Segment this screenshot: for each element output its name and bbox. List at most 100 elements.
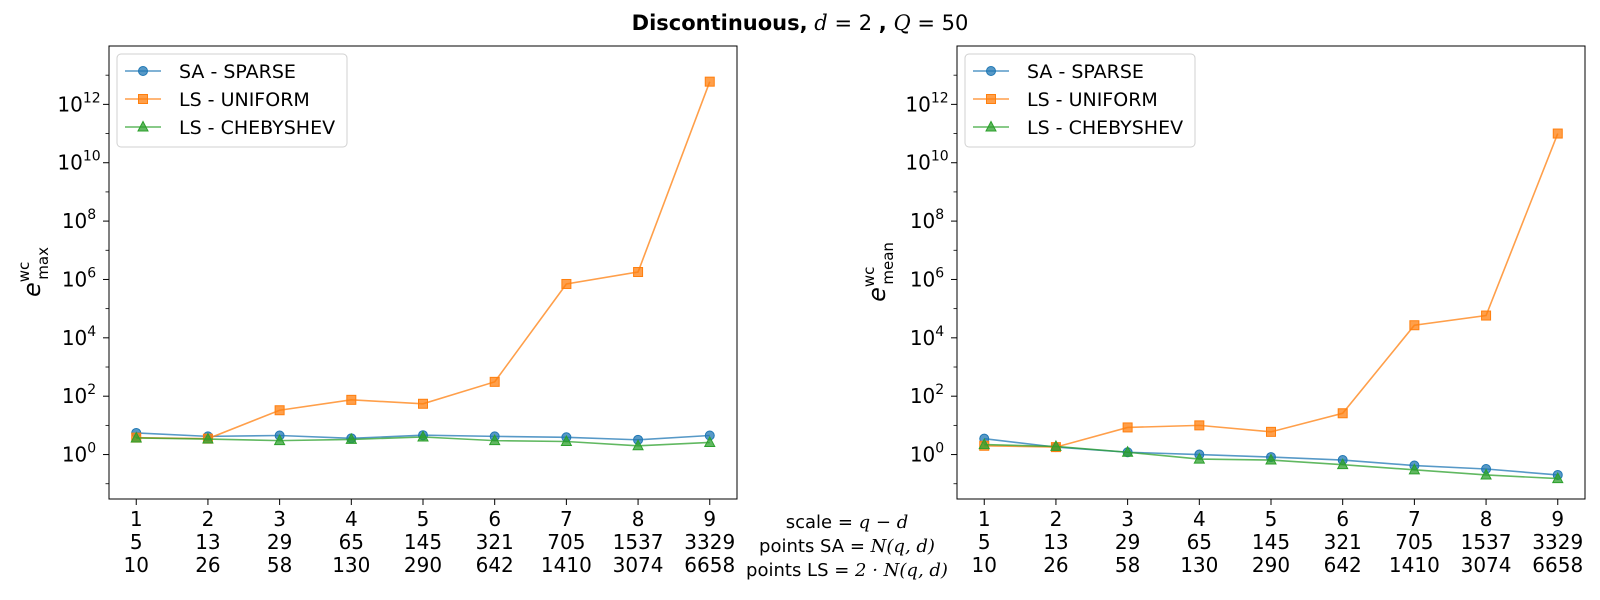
ytick-label: 102 [910,382,944,408]
data-point-square [1194,420,1205,431]
xtick-label: 10 [972,553,997,577]
xtick-label: 7 [560,507,573,531]
ytick-label: 104 [910,324,944,350]
label-points-sa: points SA = N(q, d) [759,536,935,557]
legend-marker-triangle [985,120,997,132]
panel-right-ylabel: ewcmean [860,242,897,302]
data-point-triangle [417,430,429,442]
xtick-label: 3074 [1461,553,1512,577]
legend-marker-circle [138,66,148,76]
xtick-label: 3329 [1532,530,1583,554]
panel-right-xticks: 1510213263295846513051452906321642770514… [972,499,1583,577]
data-point-triangle [273,434,286,446]
title-q-eq: = 50 [917,11,968,35]
ytick-label: 108 [62,207,96,233]
data-point-triangle [202,432,214,444]
legend-label: LS - CHEBYSHEV [179,117,335,139]
panel-left-ylabel: ewcmax [15,247,52,297]
data-point-square [346,394,357,405]
xtick-label: 3074 [613,553,664,577]
title-comma: , [879,11,887,35]
xaxis-explanation: scale = q − d points SA = N(q, d) points… [746,512,948,581]
xtick-label: 6658 [684,553,735,577]
xtick-label: 5 [978,530,991,554]
xtick-label: 1 [978,507,991,531]
xtick-label: 13 [1043,530,1068,554]
title-q-var: Q [893,11,910,35]
xtick-label: 65 [339,530,364,554]
title-d-var: d [814,11,827,35]
data-point-square [633,267,644,278]
xtick-label: 3 [1121,507,1134,531]
data-point-triangle [703,435,716,447]
ytick-label: 100 [910,441,944,467]
data-point-triangle [1265,453,1277,465]
data-point-square [489,376,500,387]
ylabel-left-base: e [18,282,46,297]
legend-label: LS - CHEBYSHEV [1027,117,1183,139]
legend-marker-square [138,94,148,104]
ylabel-right-base: e [863,287,891,302]
xtick-label: 705 [1395,530,1433,554]
xtick-label: 321 [1324,530,1362,554]
xtick-label: 9 [703,507,716,531]
xtick-label: 290 [1252,553,1290,577]
data-point-square [561,278,572,289]
ytick-label: 102 [62,382,96,408]
xtick-label: 6 [488,507,501,531]
xtick-label: 5 [417,507,430,531]
data-point-triangle [1050,439,1062,451]
ylabel-right-sup: wc [860,267,878,288]
xtick-label: 642 [476,553,514,577]
xtick-label: 1537 [1461,530,1512,554]
ylabel-left-sub: max [34,247,52,280]
xtick-label: 4 [345,507,358,531]
data-point-triangle [488,434,501,446]
xtick-label: 3329 [684,530,735,554]
panel-right-yticks: 100 102 104 106 108 1010 1012 [905,74,957,485]
xtick-label: 705 [547,530,585,554]
data-point-square [704,76,715,87]
legend-marker-triangle [137,120,149,132]
data-point-square [1337,408,1348,419]
data-point-triangle [1408,463,1421,475]
xtick-label: 26 [1043,553,1068,577]
data-point-triangle [345,432,358,444]
ytick-label: 1012 [57,90,100,116]
data-point-triangle [1336,458,1349,470]
xtick-label: 145 [1252,530,1290,554]
label-points-ls: points LS = 2 · N(q, d) [746,560,948,581]
data-point-square [1481,310,1492,321]
legend-label: LS - UNIFORM [179,89,310,111]
legend-label: SA - SPARSE [1027,61,1144,83]
xtick-label: 13 [195,530,220,554]
panel-right-series [978,128,1564,484]
panel-left-xticks: 1510213263295846513051452906321642770514… [124,499,735,577]
ytick-label: 108 [910,207,944,233]
data-point-triangle [1121,445,1134,457]
legend-marker-circle [986,66,996,76]
data-point-triangle [1480,468,1492,480]
ylabel-left-sup: wc [15,262,33,283]
data-point-triangle [1193,452,1206,464]
xtick-label: 8 [1480,507,1493,531]
panel-left-legend: SA - SPARSE LS - UNIFORM LS - CHEBYSHEV [116,53,348,148]
title-d-eq: = 2 [834,11,872,35]
xtick-label: 1 [130,507,143,531]
xtick-label: 26 [195,553,220,577]
xtick-label: 290 [404,553,442,577]
xtick-label: 1410 [541,553,592,577]
data-point-square [274,405,285,416]
xtick-label: 29 [1115,530,1140,554]
data-point-square [1122,422,1133,433]
legend-label: SA - SPARSE [179,61,296,83]
xtick-label: 58 [1115,553,1140,577]
legend-marker-square [986,94,996,104]
ytick-label: 106 [910,265,944,291]
xtick-label: 9 [1551,507,1564,531]
legend-label: LS - UNIFORM [1027,89,1158,111]
title-bold: Discontinuous, [632,11,808,35]
data-point-square [1552,128,1563,139]
xtick-label: 4 [1193,507,1206,531]
